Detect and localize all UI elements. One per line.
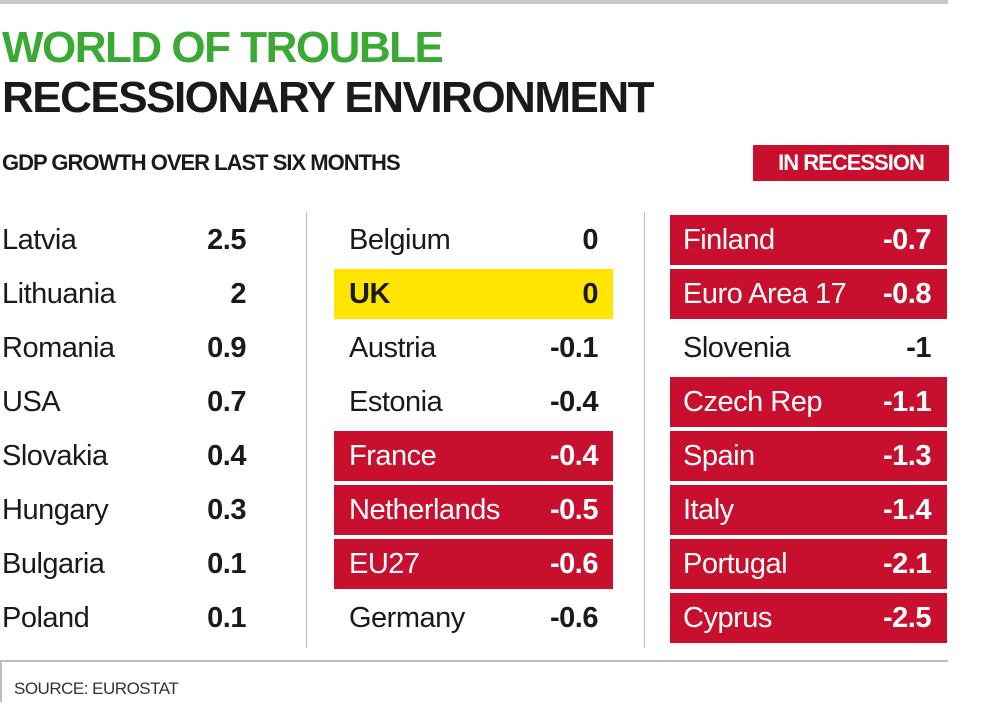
country-label: Netherlands (349, 493, 500, 526)
country-label: Slovakia (2, 439, 108, 472)
gdp-value-label: -0.8 (883, 277, 931, 310)
gdp-value-label: 0.1 (207, 547, 246, 580)
table-row: EU27 -0.6 (334, 539, 613, 589)
gdp-value-label: -2.5 (883, 601, 931, 634)
country-label: Slovenia (683, 331, 791, 364)
bottom-left-tick (0, 662, 2, 702)
country-label: Portugal (683, 547, 788, 580)
country-label: Latvia (2, 223, 77, 256)
table-row: Netherlands -0.5 (334, 485, 613, 535)
country-label: EU27 (349, 547, 420, 580)
table-row: Finland -0.7 (670, 215, 947, 265)
gdp-value-label: -0.4 (550, 385, 598, 418)
gdp-value-label: -0.7 (883, 223, 931, 256)
gdp-value-label: -1.4 (883, 493, 931, 526)
table-row: Slovakia 0.4 (0, 431, 250, 481)
gdp-value-label: 2 (230, 277, 246, 310)
country-label: Poland (2, 601, 90, 634)
column-divider-1 (306, 212, 307, 648)
country-label: Romania (2, 331, 115, 364)
country-label: USA (2, 385, 61, 418)
column-divider-2 (644, 212, 645, 648)
country-label: Czech Rep (683, 385, 822, 418)
table-row: Cyprus -2.5 (670, 593, 947, 643)
table-row: Spain -1.3 (670, 431, 947, 481)
table-row: Austria -0.1 (334, 323, 613, 373)
gdp-value-label: 0.9 (207, 331, 246, 364)
gdp-value-label: 0.4 (207, 439, 246, 472)
country-label: Euro Area 17 (683, 277, 847, 310)
kicker-title: WORLD OF TROUBLE (2, 23, 444, 72)
table-row: Slovenia -1 (670, 323, 947, 373)
chart-title: RECESSIONARY ENVIRONMENT (2, 73, 654, 122)
gdp-value-label: -0.6 (550, 547, 598, 580)
country-label: Hungary (2, 493, 109, 526)
gdp-value-label: 0.3 (207, 493, 246, 526)
country-label: UK (349, 277, 390, 310)
table-row: Euro Area 17 -0.8 (670, 269, 947, 319)
country-label: Estonia (349, 385, 443, 418)
country-label: Belgium (349, 223, 451, 256)
chart-subtitle: GDP GROWTH OVER LAST SIX MONTHS (2, 150, 401, 175)
top-rule (0, 0, 948, 4)
table-row: Germany -0.6 (334, 593, 613, 643)
gdp-value-label: -2.1 (883, 547, 931, 580)
table-row: Czech Rep -1.1 (670, 377, 947, 427)
table-row: Poland 0.1 (0, 593, 250, 643)
gdp-value-label: -0.4 (550, 439, 598, 472)
country-label: Germany (349, 601, 465, 634)
country-label: Spain (683, 439, 755, 472)
table-row: Hungary 0.3 (0, 485, 250, 535)
bottom-rule (0, 660, 948, 662)
legend-recession-badge: IN RECESSION (753, 145, 949, 181)
table-row: Lithuania 2 (0, 269, 250, 319)
gdp-value-label: -1 (906, 331, 931, 364)
table-row: France -0.4 (334, 431, 613, 481)
gdp-value-label: 0.7 (207, 385, 246, 418)
table-row: Latvia 2.5 (0, 215, 250, 265)
gdp-value-label: 0 (582, 277, 598, 310)
gdp-value-label: 0.1 (207, 601, 246, 634)
table-row: Portugal -2.1 (670, 539, 947, 589)
country-label: Bulgaria (2, 547, 105, 580)
gdp-value-label: -0.1 (550, 331, 598, 364)
country-label: Italy (683, 493, 734, 526)
source-note: SOURCE: EUROSTAT (14, 679, 179, 698)
table-row: Romania 0.9 (0, 323, 250, 373)
table-row: USA 0.7 (0, 377, 250, 427)
country-label: Cyprus (683, 601, 772, 634)
table-row: Belgium 0 (334, 215, 613, 265)
country-label: Lithuania (2, 277, 116, 310)
gdp-value-label: 0 (582, 223, 598, 256)
gdp-value-label: -0.6 (550, 601, 598, 634)
table-row: Italy -1.4 (670, 485, 947, 535)
country-label: Finland (683, 223, 775, 256)
gdp-value-label: -1.3 (883, 439, 931, 472)
table-row: UK 0 (334, 269, 613, 319)
country-label: Austria (349, 331, 436, 364)
table-row: Estonia -0.4 (334, 377, 613, 427)
gdp-value-label: -1.1 (883, 385, 931, 418)
table-row: Bulgaria 0.1 (0, 539, 250, 589)
country-label: France (349, 439, 437, 472)
gdp-value-label: 2.5 (207, 223, 246, 256)
gdp-value-label: -0.5 (550, 493, 598, 526)
